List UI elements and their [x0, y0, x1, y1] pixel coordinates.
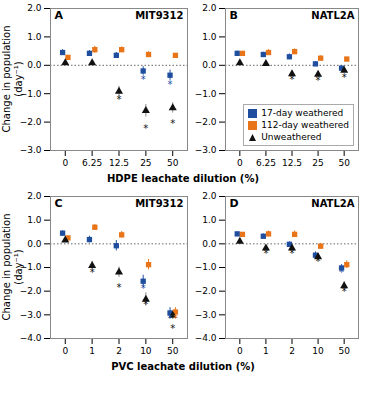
html-text:Unweathered: Unweathered: [261, 132, 322, 142]
svg-text:1: 1: [263, 346, 269, 356]
svg-text:*: *: [143, 299, 148, 310]
html-text:Change in population (day⁻¹): Change in population (day⁻¹): [1, 213, 24, 321]
svg-text:50: 50: [338, 158, 350, 168]
svg-text:1.0: 1.0: [27, 215, 42, 225]
svg-text:*: *: [170, 118, 175, 129]
svg-text:*: *: [263, 248, 268, 259]
svg-text:*: *: [316, 256, 321, 267]
svg-text:1.0: 1.0: [27, 32, 42, 42]
svg-text:*: *: [168, 79, 173, 90]
svg-text:B: B: [230, 9, 238, 22]
svg-text:2.0: 2.0: [202, 3, 217, 13]
svg-text:−2.0: −2.0: [195, 117, 217, 127]
svg-text:D: D: [230, 197, 239, 210]
svg-text:50: 50: [167, 158, 179, 168]
html-text:HDPE leachate dilution (%): HDPE leachate dilution (%): [107, 173, 259, 184]
svg-text:10: 10: [140, 346, 152, 356]
svg-text:10: 10: [312, 346, 324, 356]
svg-text:*: *: [170, 323, 175, 334]
svg-text:2.0: 2.0: [27, 3, 42, 13]
svg-text:6.25: 6.25: [256, 158, 276, 168]
svg-text:*: *: [143, 123, 148, 134]
svg-text:1: 1: [89, 346, 95, 356]
svg-text:0: 0: [237, 346, 243, 356]
svg-text:*: *: [290, 74, 295, 85]
svg-text:NATL2A: NATL2A: [311, 10, 354, 21]
svg-text:MIT9312: MIT9312: [135, 10, 183, 21]
svg-text:0.0: 0.0: [27, 60, 42, 70]
svg-text:−3.0: −3.0: [195, 310, 217, 320]
svg-text:−1.0: −1.0: [19, 88, 42, 99]
html-text:Change in population (day⁻¹): Change in population (day⁻¹): [1, 25, 24, 133]
svg-text:−2.0: −2.0: [20, 117, 42, 127]
svg-text:−1.0: −1.0: [195, 262, 217, 272]
svg-text:A: A: [55, 9, 64, 22]
html-text:17-day weathered: 17-day weathered: [261, 108, 344, 118]
svg-text:0.0: 0.0: [202, 239, 217, 249]
svg-text:*: *: [339, 267, 344, 278]
svg-text:*: *: [342, 72, 347, 83]
svg-text:*: *: [117, 94, 122, 105]
svg-text:−3.0: −3.0: [20, 145, 42, 155]
svg-text:12.5: 12.5: [282, 158, 302, 168]
svg-text:*: *: [141, 283, 146, 294]
svg-text:*: *: [290, 248, 295, 259]
svg-text:C: C: [55, 197, 63, 210]
svg-text:*: *: [316, 75, 321, 86]
html-text:PVC leachate dilution (%): PVC leachate dilution (%): [111, 361, 255, 372]
svg-text:0.0: 0.0: [202, 60, 217, 70]
svg-text:12.5: 12.5: [109, 158, 129, 168]
svg-text:NATL2A: NATL2A: [311, 198, 354, 209]
svg-text:0: 0: [62, 346, 68, 356]
svg-text:25: 25: [312, 158, 323, 168]
svg-text:0: 0: [62, 158, 68, 168]
svg-text:−4.0: −4.0: [20, 333, 42, 343]
svg-text:−2.0: −2.0: [20, 286, 42, 296]
svg-text:2.0: 2.0: [27, 191, 42, 201]
svg-text:6.25: 6.25: [82, 158, 102, 168]
svg-text:2: 2: [116, 346, 122, 356]
html-text:112-day weathered: 112-day weathered: [261, 120, 349, 130]
svg-text:−2.0: −2.0: [195, 286, 217, 296]
svg-text:−4.0: −4.0: [195, 333, 217, 343]
svg-text:1.0: 1.0: [202, 215, 217, 225]
svg-text:*: *: [117, 282, 122, 293]
svg-text:50: 50: [167, 346, 179, 356]
svg-text:0: 0: [237, 158, 243, 168]
svg-text:2.0: 2.0: [202, 191, 217, 201]
svg-text:*: *: [90, 267, 95, 278]
svg-text:−3.0: −3.0: [20, 310, 42, 320]
svg-text:2: 2: [289, 346, 295, 356]
svg-text:1.0: 1.0: [202, 32, 217, 42]
svg-text:*: *: [141, 74, 146, 85]
svg-text:−1.0: −1.0: [19, 262, 42, 273]
svg-text:50: 50: [338, 346, 350, 356]
svg-text:25: 25: [140, 158, 151, 168]
svg-text:MIT9312: MIT9312: [135, 198, 183, 209]
svg-text:*: *: [342, 286, 347, 297]
svg-text:−3.0: −3.0: [195, 145, 217, 155]
svg-text:−1.0: −1.0: [195, 89, 217, 99]
svg-text:0.0: 0.0: [27, 239, 42, 249]
